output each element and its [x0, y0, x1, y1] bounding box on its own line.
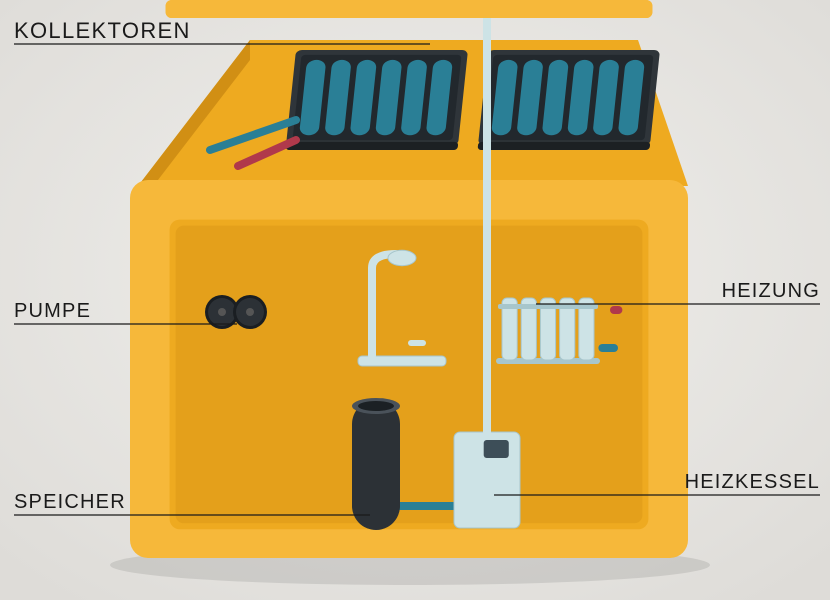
radiator: [496, 298, 600, 364]
boiler-display: [484, 440, 509, 458]
kollektoren-label: KOLLEKTOREN: [14, 18, 191, 44]
storage-tank: [352, 398, 400, 530]
heizkessel-label: HEIZKESSEL: [685, 471, 820, 494]
heizung-label: HEIZUNG: [722, 280, 820, 303]
pumpe-label: PUMPE: [14, 300, 91, 323]
speicher-label: SPEICHER: [14, 491, 126, 514]
